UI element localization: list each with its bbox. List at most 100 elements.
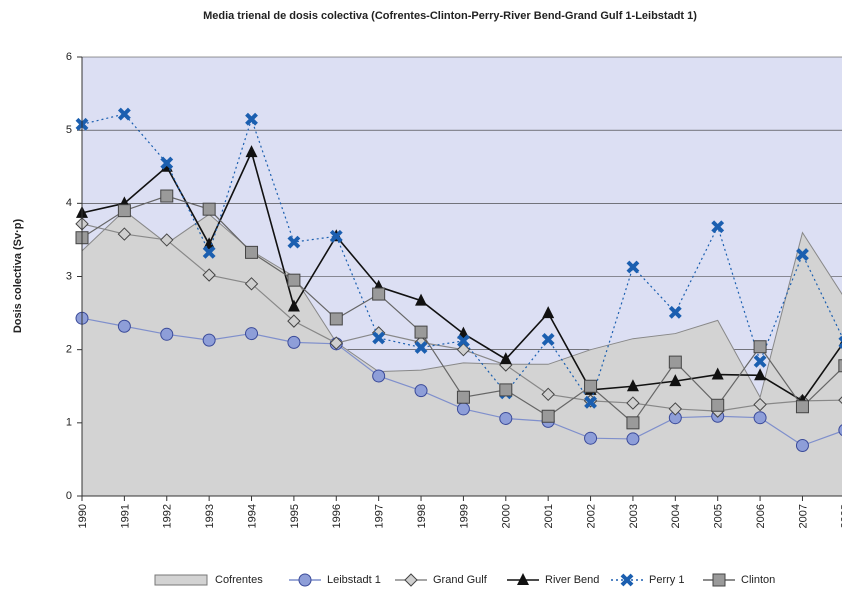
marker bbox=[245, 245, 259, 259]
chart-title: Media trienal de dosis colectiva (Cofren… bbox=[203, 10, 697, 22]
marker bbox=[329, 229, 343, 243]
marker bbox=[541, 333, 555, 346]
marker bbox=[414, 341, 428, 354]
legend-label: Leibstadt 1 bbox=[327, 574, 381, 586]
marker bbox=[668, 305, 682, 319]
x-tick-label: 2004 bbox=[670, 504, 682, 528]
y-tick-label: 3 bbox=[66, 270, 72, 282]
marker bbox=[584, 395, 597, 409]
legend-item: Perry 1 bbox=[611, 573, 684, 587]
marker bbox=[626, 416, 640, 430]
marker bbox=[117, 227, 132, 241]
marker bbox=[753, 397, 767, 412]
marker bbox=[287, 314, 301, 328]
marker bbox=[287, 335, 301, 349]
marker bbox=[626, 260, 640, 274]
legend-item: Leibstadt 1 bbox=[289, 573, 381, 587]
series bbox=[75, 107, 842, 409]
x-tick-label: 1999 bbox=[458, 504, 470, 528]
series bbox=[75, 189, 842, 430]
marker bbox=[287, 273, 301, 287]
marker bbox=[456, 390, 470, 404]
marker bbox=[160, 189, 174, 203]
marker bbox=[626, 396, 640, 410]
marker bbox=[796, 248, 809, 261]
marker bbox=[160, 233, 174, 247]
marker bbox=[245, 112, 258, 126]
marker bbox=[753, 411, 767, 425]
x-tick-label: 1997 bbox=[374, 504, 386, 528]
marker bbox=[499, 352, 512, 365]
marker bbox=[541, 409, 555, 423]
y-tick-label: 6 bbox=[66, 51, 72, 63]
marker bbox=[287, 235, 301, 249]
y-tick-label: 5 bbox=[66, 124, 72, 136]
marker bbox=[711, 398, 725, 412]
y-tick-label: 0 bbox=[66, 490, 72, 502]
marker bbox=[795, 400, 809, 414]
marker bbox=[415, 293, 428, 306]
x-tick-label: 1992 bbox=[162, 504, 174, 528]
marker bbox=[414, 384, 428, 398]
marker bbox=[620, 573, 634, 587]
marker bbox=[668, 402, 683, 416]
marker bbox=[711, 367, 724, 380]
x-tick-label: 1993 bbox=[204, 504, 216, 528]
x-tick-label: 2005 bbox=[713, 504, 725, 528]
marker bbox=[372, 287, 386, 301]
x-tick-label: 2002 bbox=[585, 504, 597, 528]
marker bbox=[517, 573, 529, 585]
marker bbox=[160, 327, 174, 341]
x-tick-label: 2006 bbox=[755, 504, 767, 528]
x-tick-label: 1990 bbox=[77, 504, 89, 528]
marker bbox=[298, 573, 312, 587]
marker bbox=[117, 107, 131, 121]
y-axis-label: Dosis colectiva (Sv·p) bbox=[12, 219, 24, 334]
marker bbox=[245, 327, 259, 341]
marker bbox=[753, 340, 767, 354]
marker bbox=[668, 355, 682, 369]
x-tick-label: 1995 bbox=[289, 504, 301, 528]
marker bbox=[202, 268, 216, 282]
marker bbox=[499, 383, 513, 397]
marker bbox=[669, 374, 682, 387]
marker bbox=[753, 354, 767, 368]
marker bbox=[404, 573, 418, 587]
x-tick-label: 2008 bbox=[840, 504, 842, 528]
marker bbox=[754, 368, 767, 381]
marker bbox=[117, 204, 131, 218]
marker bbox=[541, 387, 555, 402]
legend-swatch bbox=[154, 574, 208, 586]
y-tick-label: 1 bbox=[66, 417, 72, 429]
marker bbox=[202, 333, 216, 347]
x-tick-label: 2000 bbox=[501, 504, 513, 528]
series bbox=[81, 209, 842, 497]
marker bbox=[711, 220, 725, 234]
legend-label: Cofrentes bbox=[215, 574, 263, 586]
marker bbox=[329, 312, 343, 326]
x-tick-label: 2007 bbox=[797, 504, 809, 528]
marker bbox=[712, 573, 726, 587]
marker bbox=[542, 306, 555, 319]
marker bbox=[838, 424, 842, 436]
x-tick-label: 2001 bbox=[543, 504, 555, 528]
legend-item: River Bend bbox=[507, 573, 599, 586]
legend-item: Clinton bbox=[703, 573, 775, 587]
marker bbox=[626, 379, 639, 392]
legend-label: Grand Gulf bbox=[433, 574, 488, 586]
marker bbox=[414, 325, 428, 339]
marker bbox=[372, 369, 386, 383]
marker bbox=[456, 402, 470, 416]
y-tick-label: 2 bbox=[66, 344, 72, 356]
marker bbox=[202, 245, 216, 259]
legend-label: River Bend bbox=[545, 574, 599, 586]
x-tick-label: 1991 bbox=[119, 504, 131, 528]
x-tick-label: 1994 bbox=[246, 504, 258, 528]
marker bbox=[329, 336, 343, 350]
marker bbox=[584, 431, 598, 445]
x-tick-label: 1996 bbox=[331, 504, 343, 528]
y-tick-label: 4 bbox=[66, 197, 72, 209]
legend-label: Clinton bbox=[741, 574, 775, 586]
marker bbox=[202, 202, 216, 216]
